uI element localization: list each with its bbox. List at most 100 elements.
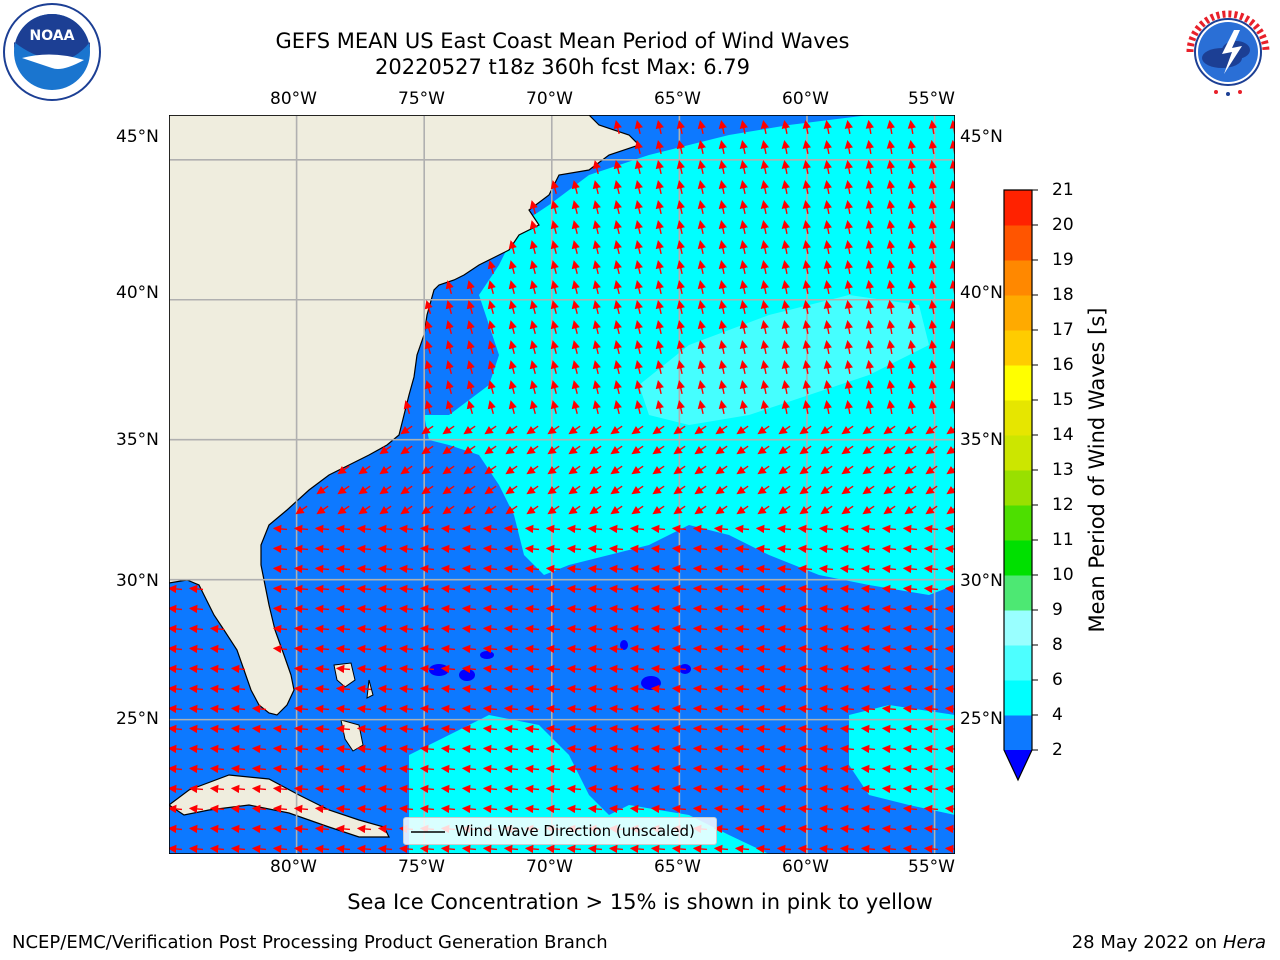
wind-wave-arrow	[566, 524, 582, 534]
wind-wave-arrow	[314, 664, 330, 674]
wind-wave-arrow	[482, 704, 498, 714]
wind-wave-arrow	[505, 465, 518, 475]
wind-wave-arrow	[797, 784, 813, 794]
wind-wave-arrow	[781, 379, 790, 395]
wind-wave-arrow	[335, 824, 351, 834]
wind-wave-arrow	[587, 524, 603, 534]
wind-wave-arrow	[818, 744, 834, 754]
wind-wave-arrow	[421, 465, 434, 475]
wind-wave-arrow	[718, 300, 727, 315]
wind-wave-arrow	[881, 524, 897, 534]
wind-wave-arrow	[545, 804, 561, 814]
wind-wave-arrow	[797, 804, 813, 814]
wind-wave-arrow	[571, 380, 580, 395]
wind-wave-arrow	[692, 624, 708, 634]
wind-wave-arrow	[781, 299, 790, 315]
wind-wave-arrow	[736, 465, 749, 475]
wind-wave-arrow	[440, 684, 456, 694]
wind-wave-arrow	[524, 704, 540, 714]
wind-wave-arrow	[316, 505, 329, 515]
wind-wave-arrow	[424, 320, 433, 334]
wind-wave-arrow	[734, 664, 750, 674]
wind-wave-arrow	[799, 485, 812, 495]
wind-wave-arrow	[755, 804, 771, 814]
wind-wave-arrow	[802, 279, 811, 295]
wind-wave-arrow	[755, 724, 771, 734]
wind-wave-arrow	[592, 200, 601, 215]
wind-wave-arrow	[209, 624, 225, 634]
wind-wave-arrow	[568, 485, 581, 495]
wind-wave-arrow	[799, 505, 812, 515]
wind-wave-arrow	[673, 445, 686, 455]
wind-wave-arrow	[466, 360, 475, 375]
wind-wave-arrow	[802, 319, 811, 335]
wind-wave-arrow	[820, 505, 833, 515]
wind-wave-arrow	[419, 844, 435, 854]
wind-wave-arrow	[718, 160, 727, 175]
wind-wave-arrow	[839, 644, 855, 654]
wind-wave-arrow	[293, 524, 309, 534]
wind-wave-arrow	[251, 804, 267, 814]
wind-wave-arrow	[545, 844, 561, 854]
wind-wave-arrow	[550, 400, 559, 415]
wind-wave-arrow	[230, 684, 246, 694]
wind-wave-arrow	[881, 544, 897, 554]
wind-wave-arrow	[587, 724, 603, 734]
colorbar-tick-label: 19	[1052, 250, 1074, 270]
colorbar	[1003, 189, 1038, 782]
wind-wave-arrow	[923, 684, 939, 694]
wind-wave-arrow	[463, 505, 476, 515]
wind-wave-arrow	[739, 159, 748, 175]
wind-wave-arrow	[440, 804, 456, 814]
wind-wave-arrow	[839, 744, 855, 754]
wind-wave-arrow	[589, 485, 602, 495]
producer-credit: NCEP/EMC/Verification Post Processing Pr…	[12, 932, 608, 953]
wind-wave-arrow	[487, 320, 496, 335]
colorbar-tick-label: 17	[1052, 320, 1074, 340]
wind-wave-arrow	[886, 319, 896, 335]
wind-wave-arrow	[508, 380, 517, 395]
wind-wave-arrow	[293, 704, 309, 714]
wind-wave-arrow	[760, 239, 769, 255]
wind-wave-arrow	[335, 544, 351, 554]
lon-tick-top-55w: 55°W	[908, 89, 955, 109]
wind-wave-arrow	[907, 279, 917, 295]
wind-wave-arrow	[589, 425, 602, 435]
wind-wave-arrow	[545, 664, 561, 674]
lon-tick-bottom-70w: 70°W	[526, 857, 573, 877]
wind-wave-arrow	[503, 524, 519, 534]
wind-wave-arrow	[608, 624, 624, 634]
wind-wave-arrow	[613, 260, 622, 275]
wind-wave-arrow	[529, 200, 538, 215]
wind-wave-arrow	[482, 744, 498, 754]
wind-wave-arrow	[377, 624, 393, 634]
wind-wave-arrow	[592, 160, 601, 175]
wind-wave-arrow	[739, 259, 748, 275]
wind-wave-arrow	[589, 465, 602, 475]
wind-wave-arrow	[823, 299, 832, 315]
wind-wave-arrow	[902, 644, 918, 654]
wind-wave-arrow	[461, 664, 477, 674]
wind-wave-arrow	[463, 445, 476, 455]
wind-wave-arrow	[608, 664, 624, 674]
wind-wave-arrow	[671, 684, 687, 694]
wind-wave-arrow	[634, 120, 643, 135]
wind-wave-arrow	[886, 259, 896, 275]
wind-wave-arrow	[608, 564, 624, 574]
wind-wave-arrow	[820, 425, 833, 435]
wind-wave-arrow	[823, 359, 832, 375]
wind-wave-arrow	[844, 259, 853, 275]
wind-wave-arrow	[503, 644, 519, 654]
wind-wave-arrow	[865, 159, 875, 175]
wind-wave-arrow	[356, 584, 372, 594]
wind-wave-arrow	[398, 724, 414, 734]
wind-wave-arrow	[886, 299, 896, 315]
national-weather-service-logo-icon	[1181, 5, 1275, 99]
wind-wave-arrow	[860, 784, 876, 794]
wind-wave-arrow	[568, 445, 581, 455]
wind-wave-arrow	[230, 704, 246, 714]
wind-wave-arrow	[421, 445, 434, 455]
wind-wave-arrow	[797, 824, 813, 834]
wind-wave-arrow	[550, 380, 559, 395]
wind-wave-arrow	[886, 239, 896, 255]
